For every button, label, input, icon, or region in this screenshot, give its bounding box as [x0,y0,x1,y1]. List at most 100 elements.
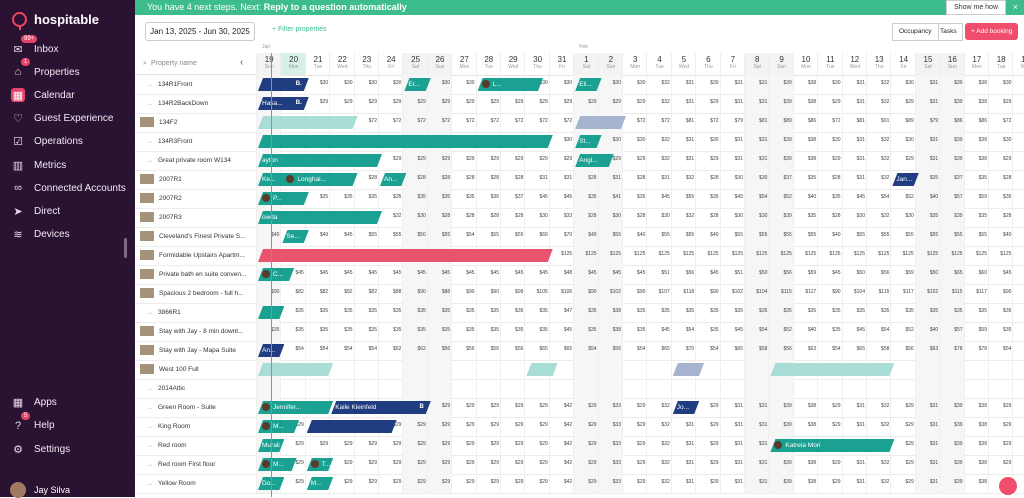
day-cell[interactable]: $40 [792,322,818,341]
day-cell[interactable]: $39 [768,75,794,94]
day-cell[interactable]: $82 [353,284,379,303]
day-cell[interactable]: $35 [988,303,1013,322]
day-cell[interactable]: $29 [548,151,574,170]
day-cell[interactable]: $86 [963,113,989,132]
day-cell[interactable]: $88 [378,284,403,303]
day-cell[interactable]: $29 [304,436,330,455]
day-cell[interactable]: $31 [1012,170,1024,189]
day-cell[interactable]: $30 [719,208,745,227]
day-cell[interactable]: $28 [695,170,720,189]
day-cell[interactable] [744,379,770,398]
day-cell[interactable] [646,360,671,379]
day-cell[interactable]: $35 [963,208,989,227]
day-cell[interactable]: $35 [622,303,647,322]
day-cell[interactable]: $37 [500,189,525,208]
day-cell[interactable]: $125 [597,246,623,265]
day-cell[interactable]: $29 [817,455,842,474]
day-cell[interactable]: $29 [378,455,403,474]
day-cell[interactable]: $54 [670,322,696,341]
day-cell[interactable] [963,360,989,379]
day-cell[interactable]: $31 [841,94,867,113]
day-cell[interactable]: $30 [622,132,647,151]
day-cell[interactable]: $29 [695,436,720,455]
day-cell[interactable]: $29 [353,455,379,474]
booking-bar[interactable]: Katreia Mori [770,439,894,452]
day-cell[interactable]: $125 [695,246,720,265]
day-cell[interactable]: $40 [622,227,647,246]
day-cell[interactable]: $31 [719,75,745,94]
booking-bar[interactable]: T... [307,458,333,471]
day-cell[interactable]: $45 [304,265,330,284]
day-cell[interactable]: $70 [670,341,696,360]
day-cell[interactable]: $52 [890,189,915,208]
day-cell[interactable]: $35 [719,303,745,322]
booking-bar[interactable] [575,116,626,129]
property-search[interactable]: ⌕ Property name ‹ [135,55,256,75]
day-cell[interactable]: $35 [695,303,720,322]
day-cell[interactable]: $39 [939,417,965,436]
day-cell[interactable]: $35 [500,303,525,322]
user-profile[interactable]: Jay Silva [10,482,70,498]
sidebar-item-properties[interactable]: ⌂ Properties 1 [0,58,135,83]
day-cell[interactable]: $56 [768,265,794,284]
day-cell[interactable]: $65 [719,341,745,360]
day-cell[interactable]: $29 [524,455,549,474]
day-cell[interactable]: $35 [622,189,647,208]
sidebar-item-calendar[interactable]: ▦ Calendar [0,84,135,106]
day-cell[interactable]: $125 [548,246,574,265]
day-cell[interactable]: $29 [597,94,623,113]
day-cell[interactable]: $54 [866,322,891,341]
day-cell[interactable]: $56 [866,265,891,284]
booking-bar[interactable] [673,363,704,376]
day-cell[interactable]: $32 [646,132,671,151]
day-cell[interactable]: $35 [280,303,305,322]
day-cell[interactable] [866,379,891,398]
day-cell[interactable]: $88 [426,284,453,303]
day-cell[interactable]: $35 [939,303,965,322]
day-cell[interactable]: $45 [719,322,745,341]
day-cell[interactable]: $115 [866,284,891,303]
day-cell[interactable]: $31 [597,170,623,189]
day-cell[interactable]: $29 [451,455,476,474]
day-cell[interactable]: $35 [475,303,501,322]
day-cell[interactable]: $29 [573,417,599,436]
day-cell[interactable] [304,379,330,398]
day-cell[interactable]: $31 [670,132,696,151]
day-cell[interactable]: $32 [646,436,671,455]
day-cell[interactable]: $29 [890,398,915,417]
day-cell[interactable]: $32 [646,417,671,436]
booking-bar[interactable] [258,363,333,376]
day-cell[interactable]: $29 [329,455,354,474]
day-cell[interactable]: $30 [378,75,403,94]
property-name[interactable]: → Yellow Room [135,474,257,493]
day-cell[interactable]: $29 [695,474,720,493]
day-cell[interactable]: $90 [622,284,647,303]
property-name[interactable]: Stay with Jay - Mapa Suite [135,341,257,360]
sidebar-item-connected-accounts[interactable]: ∞ Connected Accounts [0,177,135,199]
day-cell[interactable]: $38 [597,303,623,322]
day-cell[interactable]: $31 [914,75,941,94]
day-cell[interactable]: $72 [524,113,549,132]
day-cell[interactable]: $29 [573,455,599,474]
day-cell[interactable]: $35 [573,322,599,341]
day-cell[interactable]: $45 [719,189,745,208]
day-cell[interactable]: $31 [646,170,671,189]
day-cell[interactable]: $38 [963,474,989,493]
sidebar-scrollbar[interactable] [124,238,127,258]
day-cell[interactable]: $35 [890,303,915,322]
day-cell[interactable] [451,360,476,379]
booking-bar[interactable]: An... [380,173,406,186]
day-cell[interactable]: $31 [914,132,941,151]
property-name[interactable]: Private bath en suite conven... [135,265,257,284]
day-cell[interactable]: $30 [426,75,453,94]
day-cell[interactable]: $30 [890,132,915,151]
day-cell[interactable]: $56 [890,341,915,360]
day-cell[interactable]: $31 [744,455,770,474]
day-cell[interactable]: $29 [988,436,1013,455]
day-cell[interactable]: $65 [939,265,965,284]
day-cell[interactable]: $30 [597,208,623,227]
day-cell[interactable]: $78 [963,341,989,360]
day-cell[interactable]: $54 [329,341,354,360]
day-cell[interactable]: $32 [646,94,671,113]
day-cell[interactable]: $35 [792,208,818,227]
